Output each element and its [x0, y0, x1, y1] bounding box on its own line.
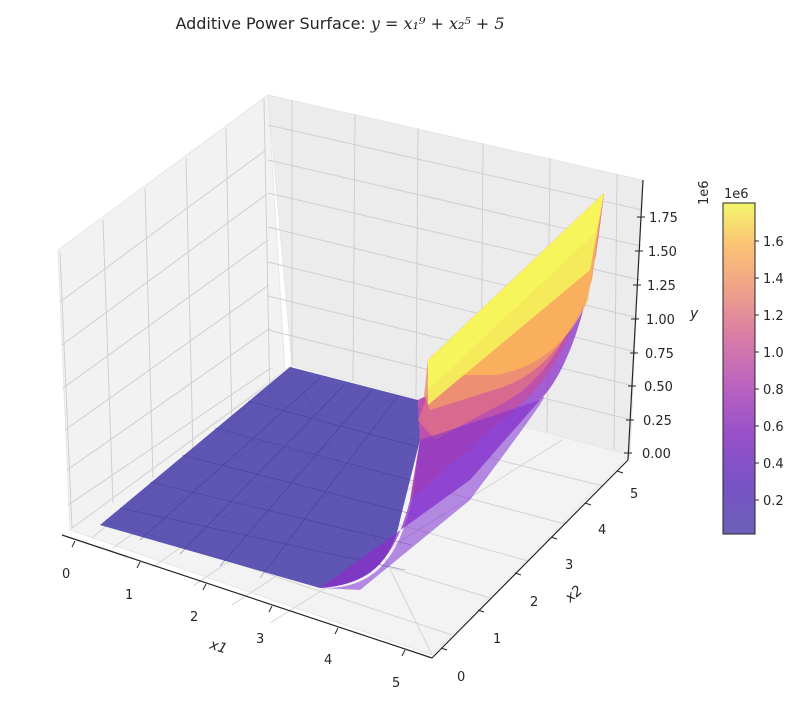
svg-text:0: 0: [62, 567, 70, 582]
title-formula: y = x₁⁹ + x₂⁵ + 5: [370, 14, 505, 33]
svg-text:3: 3: [565, 558, 573, 573]
svg-text:4: 4: [324, 653, 332, 668]
z-tick-labels: 0.00 0.25 0.50 0.75 1.00 1.25 1.50 1.75 …: [642, 180, 712, 462]
chart-title: Additive Power Surface: y = x₁⁹ + x₂⁵ + …: [0, 14, 680, 33]
svg-text:2: 2: [530, 595, 538, 610]
svg-text:0.25: 0.25: [643, 414, 672, 429]
x1-tick-labels: 0 1 2 3 4 5 x1: [62, 567, 400, 691]
surface: [100, 193, 604, 590]
svg-text:1.00: 1.00: [646, 313, 675, 328]
axes-lines: [61, 179, 644, 659]
svg-text:1: 1: [493, 632, 501, 647]
z-ticks: [624, 216, 645, 454]
z-offset-label: 1e6: [697, 180, 712, 205]
z-axis-label: y: [689, 306, 699, 322]
title-text: Additive Power Surface:: [175, 14, 371, 33]
svg-text:4: 4: [598, 523, 606, 538]
svg-text:0.2: 0.2: [763, 494, 784, 509]
svg-text:0.6: 0.6: [763, 420, 784, 435]
svg-text:1.4: 1.4: [763, 272, 784, 287]
svg-text:2: 2: [190, 610, 198, 625]
svg-text:1.2: 1.2: [763, 309, 784, 324]
x2-ticks: [440, 470, 624, 651]
colorbar-offset-label: 1e6: [724, 187, 749, 202]
x2-axis-line: [431, 459, 629, 659]
svg-text:5: 5: [392, 676, 400, 691]
svg-text:1.0: 1.0: [763, 346, 784, 361]
x1-axis-label: x1: [207, 637, 229, 658]
svg-text:1.50: 1.50: [648, 245, 677, 260]
svg-text:0.00: 0.00: [642, 447, 671, 462]
x1-ticks: [71, 540, 406, 657]
svg-text:3: 3: [256, 632, 264, 647]
svg-text:0.4: 0.4: [763, 457, 784, 472]
svg-text:1.6: 1.6: [763, 235, 784, 250]
x1-axis-line: [61, 534, 433, 659]
grid-left: [59, 98, 272, 529]
svg-text:1.75: 1.75: [649, 211, 678, 226]
colorbar: 1e6 0.2 0.4 0.6 0.8 1.0 1.2 1.4 1.6: [722, 187, 784, 535]
svg-text:1.25: 1.25: [647, 279, 676, 294]
svg-text:0.50: 0.50: [644, 380, 673, 395]
svg-text:0.8: 0.8: [763, 383, 784, 398]
svg-text:0.75: 0.75: [645, 347, 674, 362]
x2-axis-label: x2: [561, 583, 585, 607]
z-axis-line: [627, 179, 644, 461]
svg-text:1: 1: [125, 588, 133, 603]
svg-text:5: 5: [630, 487, 638, 502]
svg-text:0: 0: [457, 670, 465, 685]
